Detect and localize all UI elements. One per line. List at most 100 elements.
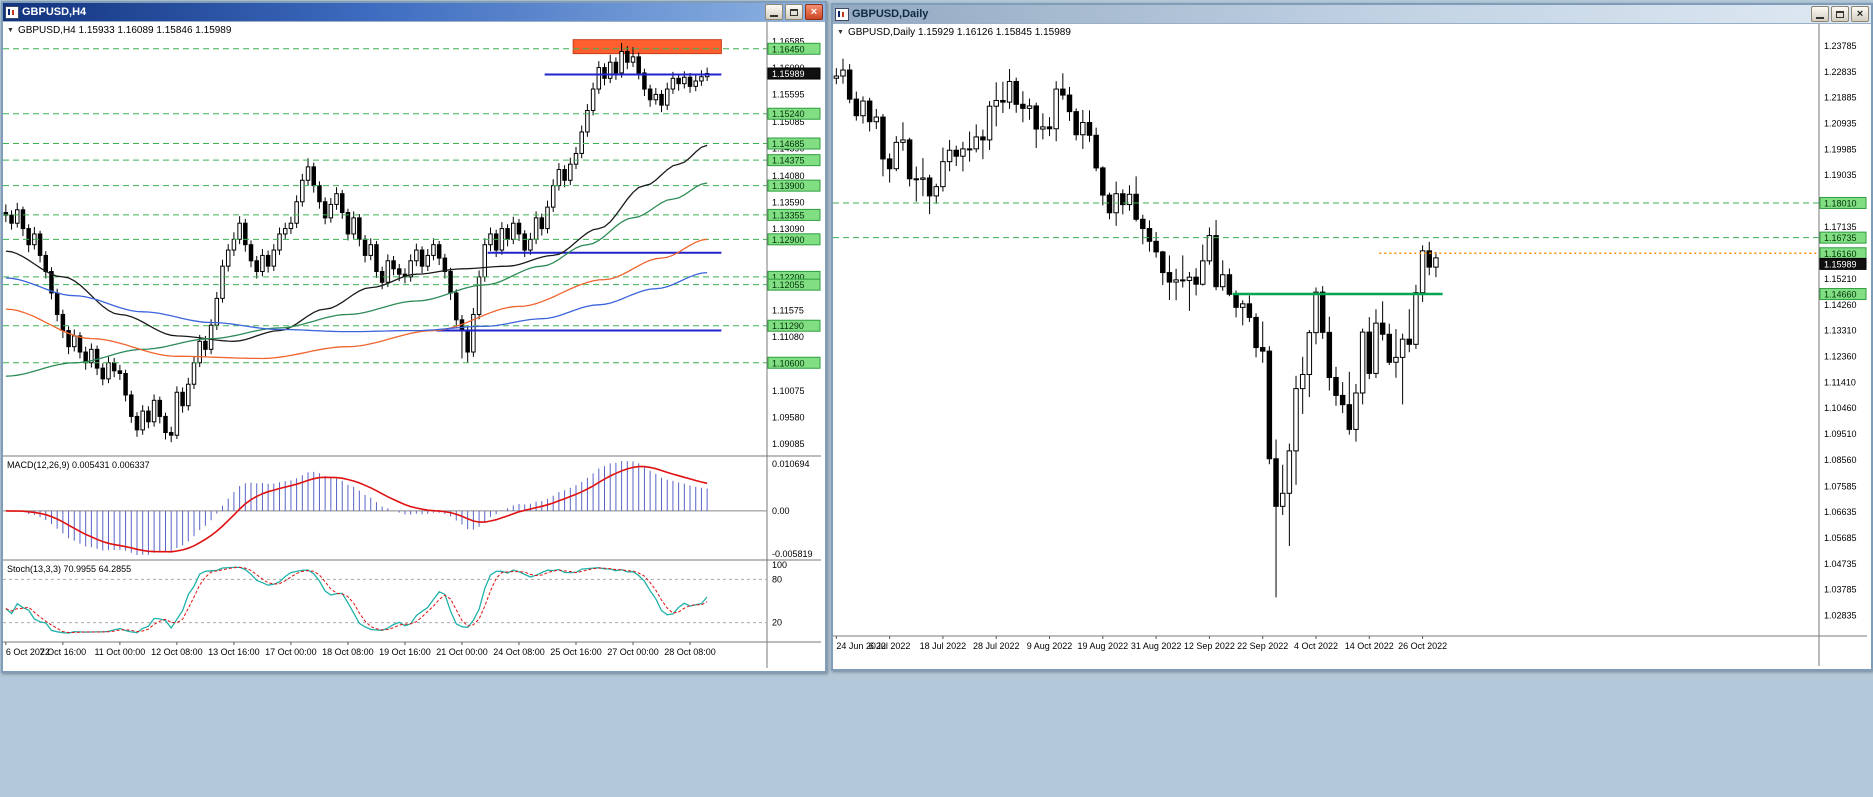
svg-text:18 Oct 08:00: 18 Oct 08:00 <box>322 647 374 657</box>
svg-text:100: 100 <box>772 560 787 570</box>
svg-text:1.03785: 1.03785 <box>1824 585 1857 595</box>
ma-blue <box>5 271 708 333</box>
minimize-icon <box>770 14 778 17</box>
minimize-button[interactable] <box>765 4 783 20</box>
svg-text:1.15085: 1.15085 <box>772 117 805 127</box>
restore-button[interactable] <box>1831 6 1849 22</box>
window-controls-daily: × <box>1809 6 1869 22</box>
svg-text:28 Oct 08:00: 28 Oct 08:00 <box>664 647 716 657</box>
svg-text:1.13355: 1.13355 <box>772 210 805 220</box>
quote-text-daily: GBPUSD,Daily 1.15929 1.16126 1.15845 1.1… <box>847 27 1071 38</box>
svg-text:1.12055: 1.12055 <box>772 280 805 290</box>
restore-button[interactable] <box>785 4 803 20</box>
stoch-label: Stoch(13,3,3) 70.9955 64.2855 <box>7 564 131 574</box>
svg-text:1.09085: 1.09085 <box>772 439 805 449</box>
minimize-button[interactable] <box>1811 6 1829 22</box>
svg-text:11 Oct 00:00: 11 Oct 00:00 <box>94 647 145 657</box>
price-badge-1.15240: 1.15240 <box>767 107 821 120</box>
svg-text:1.15989: 1.15989 <box>1824 259 1857 269</box>
quote-text-h4: GBPUSD,H4 1.15933 1.16089 1.15846 1.1598… <box>17 25 232 36</box>
close-icon: × <box>810 5 818 18</box>
svg-text:20: 20 <box>772 618 782 628</box>
svg-text:1.04735: 1.04735 <box>1824 559 1857 569</box>
price-panel <box>833 58 1819 598</box>
restore-icon <box>1836 10 1844 18</box>
svg-text:1.15989: 1.15989 <box>772 69 805 79</box>
svg-text:1.11575: 1.11575 <box>772 305 804 315</box>
ma-green <box>5 182 708 377</box>
titlebar-daily[interactable]: GBPUSD,Daily × <box>833 5 1871 23</box>
window-gbpusd-daily: GBPUSD,Daily × 1.23785 1.22835 1.21885 1.20… <box>831 3 1873 671</box>
svg-text:24 Oct 08:00: 24 Oct 08:00 <box>493 647 545 657</box>
close-button[interactable]: × <box>1851 6 1869 22</box>
svg-text:1.12360: 1.12360 <box>1824 352 1857 362</box>
svg-text:1.20935: 1.20935 <box>1824 118 1857 128</box>
close-icon: × <box>1856 7 1864 20</box>
svg-text:1.14260: 1.14260 <box>1824 300 1857 310</box>
macd-signal-line <box>5 465 708 553</box>
price-badge-1.12055: 1.12055 <box>767 278 821 291</box>
svg-text:-0.005819: -0.005819 <box>772 549 813 559</box>
svg-text:1.13090: 1.13090 <box>772 224 805 234</box>
svg-text:12 Oct 08:00: 12 Oct 08:00 <box>151 647 203 657</box>
svg-text:1.14080: 1.14080 <box>772 171 805 181</box>
svg-text:80: 80 <box>772 574 782 584</box>
svg-text:1.14660: 1.14660 <box>1824 290 1857 300</box>
svg-text:1.13590: 1.13590 <box>772 197 805 207</box>
svg-text:1.10075: 1.10075 <box>772 386 805 396</box>
price-scale: 1.23785 1.22835 1.21885 1.20935 1.19985 1.190… <box>1819 41 1867 620</box>
svg-text:9 Aug 2022: 9 Aug 2022 <box>1027 641 1073 651</box>
chart-area-daily[interactable]: 1.23785 1.22835 1.21885 1.20935 1.19985 1.190… <box>833 23 1871 669</box>
price-badge-1.13900: 1.13900 <box>767 179 821 192</box>
price-badge-1.18010: 1.18010 <box>1819 196 1867 209</box>
svg-text:14 Oct 2022: 14 Oct 2022 <box>1345 641 1394 651</box>
svg-text:17 Oct 00:00: 17 Oct 00:00 <box>265 647 317 657</box>
svg-text:24 Jun 2022: 24 Jun 2022 <box>836 641 886 651</box>
price-scale: 1.165851.160901.155951.150851.145901.140… <box>767 37 821 449</box>
svg-text:1.21885: 1.21885 <box>1824 93 1857 103</box>
price-badge-1.13355: 1.13355 <box>767 208 821 221</box>
svg-text:1.13310: 1.13310 <box>1824 326 1857 336</box>
svg-text:25 Oct 16:00: 25 Oct 16:00 <box>550 647 602 657</box>
close-button[interactable]: × <box>805 4 823 20</box>
svg-text:1.06635: 1.06635 <box>1824 507 1857 517</box>
svg-text:21 Oct 00:00: 21 Oct 00:00 <box>436 647 488 657</box>
svg-text:1.10600: 1.10600 <box>772 358 805 368</box>
svg-text:6 Oct 2022: 6 Oct 2022 <box>6 647 50 657</box>
svg-text:1.22835: 1.22835 <box>1824 67 1857 77</box>
stoch-panel: Stoch(13,3,3) 70.9955 64.2855 100 80 20 <box>3 560 787 634</box>
window-title-h4: GBPUSD,H4 <box>22 6 87 18</box>
svg-text:27 Oct 00:00: 27 Oct 00:00 <box>607 647 659 657</box>
price-badge-1.15989: 1.15989 <box>767 67 821 80</box>
window-gbpusd-h4: GBPUSD,H4 × 1.165851.160901.155951.15085… <box>1 1 827 673</box>
svg-text:12 Sep 2022: 12 Sep 2022 <box>1184 641 1235 651</box>
price-badge-1.15989: 1.15989 <box>1819 257 1867 270</box>
svg-text:1.14685: 1.14685 <box>772 139 805 149</box>
titlebar-h4[interactable]: GBPUSD,H4 × <box>3 3 825 21</box>
svg-text:1.11410: 1.11410 <box>1824 377 1856 387</box>
symbol-dropdown-icon[interactable]: ▼ <box>7 27 14 34</box>
svg-text:28 Jul 2022: 28 Jul 2022 <box>973 641 1020 651</box>
price-badge-1.11290: 1.11290 <box>767 319 821 332</box>
svg-text:1.18010: 1.18010 <box>1824 198 1857 208</box>
svg-text:4 Oct 2022: 4 Oct 2022 <box>1294 641 1338 651</box>
h4-chart-svg[interactable]: 1.165851.160901.155951.150851.145901.140… <box>3 22 821 668</box>
svg-text:1.19985: 1.19985 <box>1824 144 1857 154</box>
restore-icon <box>790 8 798 16</box>
svg-text:1.09510: 1.09510 <box>1824 429 1857 439</box>
symbol-dropdown-icon[interactable]: ▼ <box>837 29 844 36</box>
price-panel <box>3 39 767 443</box>
svg-text:1.14375: 1.14375 <box>772 156 805 166</box>
svg-text:1.16160: 1.16160 <box>1824 249 1857 259</box>
price-badge-1.16450: 1.16450 <box>767 42 821 55</box>
svg-text:1.02835: 1.02835 <box>1824 610 1857 620</box>
svg-text:26 Oct 2022: 26 Oct 2022 <box>1398 641 1447 651</box>
svg-text:1.15210: 1.15210 <box>1824 274 1857 284</box>
svg-text:0.010694: 0.010694 <box>772 459 810 469</box>
chart-area-h4[interactable]: 1.165851.160901.155951.150851.145901.140… <box>3 21 825 671</box>
svg-text:1.11080: 1.11080 <box>772 332 804 342</box>
daily-chart-svg[interactable]: 1.23785 1.22835 1.21885 1.20935 1.19985 1.190… <box>833 24 1867 666</box>
svg-text:1.10460: 1.10460 <box>1824 403 1857 413</box>
svg-text:1.12900: 1.12900 <box>772 235 805 245</box>
svg-text:1.17135: 1.17135 <box>1824 222 1857 232</box>
